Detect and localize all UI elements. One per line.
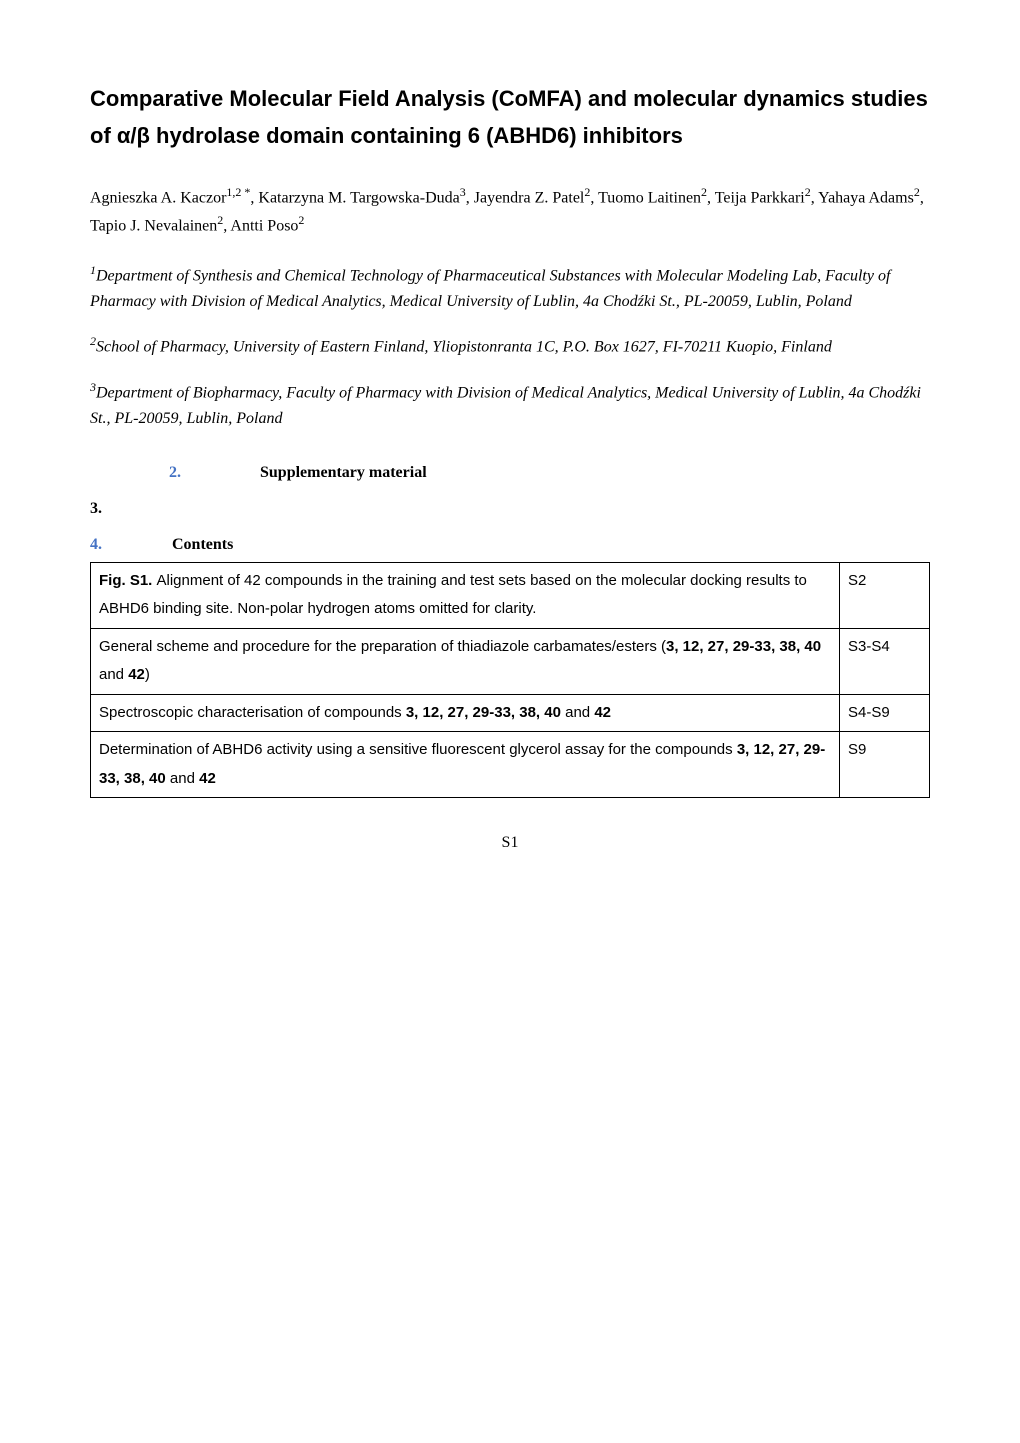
paper-title: Comparative Molecular Field Analysis (Co… [90, 80, 930, 155]
author-name: , Yahaya Adams [811, 189, 914, 206]
toc-text: Alignment of 42 compounds in the trainin… [99, 572, 807, 618]
table-row: Spectroscopic characterisation of compou… [91, 694, 930, 732]
toc-text-bold: 42 [128, 666, 145, 683]
toc-text-bold: 3, 12, 27, 29-33, 38, 40 [406, 704, 561, 721]
author-affil-sup: 2 [298, 213, 304, 227]
section-label: Contents [172, 536, 233, 554]
author-name: , Antti Poso [223, 217, 298, 234]
author-name: , Katarzyna M. Targowska-Duda [250, 189, 459, 206]
toc-text-bold: 42 [594, 704, 611, 721]
author-name: , Tuomo Laitinen [590, 189, 701, 206]
author-name: , Teija Parkkari [707, 189, 805, 206]
toc-text: and [99, 666, 128, 683]
author-name: , Jayendra Z. Patel [466, 189, 585, 206]
toc-text: and [561, 704, 594, 721]
section-number: 4. [90, 536, 102, 554]
section-3-heading: 3. [90, 500, 930, 518]
affil-text: Department of Biopharmacy, Faculty of Ph… [90, 384, 921, 427]
toc-page-cell: S3-S4 [840, 628, 930, 694]
table-row: Determination of ABHD6 activity using a … [91, 732, 930, 798]
affiliation-1: 1Department of Synthesis and Chemical Te… [90, 261, 930, 315]
toc-description-cell: Fig. S1. Alignment of 42 compounds in th… [91, 562, 840, 628]
toc-text: General scheme and procedure for the pre… [99, 638, 666, 655]
affil-text: School of Pharmacy, University of Easter… [96, 338, 832, 355]
page-number-footer: S1 [90, 834, 930, 852]
author-affil-sup: 1,2 * [226, 185, 250, 199]
toc-description-cell: Determination of ABHD6 activity using a … [91, 732, 840, 798]
toc-text: Determination of ABHD6 activity using a … [99, 741, 737, 758]
toc-text: Spectroscopic characterisation of compou… [99, 704, 406, 721]
table-row: General scheme and procedure for the pre… [91, 628, 930, 694]
toc-text-bold: Fig. S1. [99, 572, 157, 589]
toc-text: ) [145, 666, 150, 683]
toc-text-bold: 3, 12, 27, 29-33, 38, 40 [666, 638, 821, 655]
authors-block: Agnieszka A. Kaczor1,2 *, Katarzyna M. T… [90, 183, 930, 239]
toc-page-cell: S9 [840, 732, 930, 798]
section-label: Supplementary material [260, 464, 427, 482]
toc-page-cell: S2 [840, 562, 930, 628]
section-4-heading: 4. Contents [90, 536, 930, 554]
toc-description-cell: General scheme and procedure for the pre… [91, 628, 840, 694]
affiliation-3: 3Department of Biopharmacy, Faculty of P… [90, 378, 930, 432]
section-number: 2. [90, 464, 260, 482]
affil-text: Department of Synthesis and Chemical Tec… [90, 267, 890, 310]
table-row: Fig. S1. Alignment of 42 compounds in th… [91, 562, 930, 628]
section-2-heading: 2. Supplementary material [90, 464, 930, 482]
toc-page-cell: S4-S9 [840, 694, 930, 732]
affiliation-2: 2School of Pharmacy, University of Easte… [90, 332, 930, 360]
toc-text-bold: 42 [199, 770, 216, 787]
author-name: Agnieszka A. Kaczor [90, 189, 226, 206]
toc-description-cell: Spectroscopic characterisation of compou… [91, 694, 840, 732]
contents-table: Fig. S1. Alignment of 42 compounds in th… [90, 562, 930, 799]
toc-text: and [166, 770, 199, 787]
